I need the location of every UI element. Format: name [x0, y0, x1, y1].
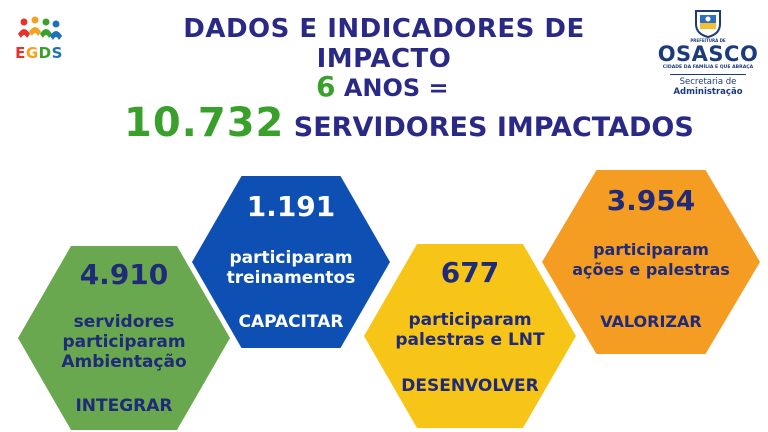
indicator-line: servidores: [73, 312, 175, 332]
egds-letter-d: D: [38, 44, 52, 62]
indicator-line: ações e palestras: [572, 260, 730, 279]
indicator-action: DESENVOLVER: [401, 376, 539, 396]
page-title: DADOS E INDICADORES DE IMPACTO: [183, 14, 585, 74]
egds-letter-s: S: [51, 44, 63, 62]
indicator-value: 1.191: [246, 190, 336, 223]
egds-logo-figures-icon: [18, 16, 62, 40]
osasco-secretaria: Secretaria de: [679, 77, 737, 87]
osasco-logo: PREFEITURA DE OSASCO CIDADE DA FAMÍLIA E…: [656, 8, 760, 97]
egds-logo: EGDS: [10, 44, 68, 62]
total-text: SERVIDORES IMPACTADOS: [293, 112, 694, 143]
indicator-line: treinamentos: [226, 268, 356, 288]
indicator-desenvolver: 677 participaram palestras e LNT DESENVO…: [364, 244, 576, 428]
osasco-prefeitura: PREFEITURA DE: [690, 38, 726, 43]
total-line: 10.732 SERVIDORES IMPACTADOS: [124, 100, 694, 146]
indicator-line: participaram: [593, 240, 709, 259]
indicator-line: participaram: [408, 310, 532, 330]
indicator-description: servidores participaram Ambientação: [18, 312, 230, 372]
indicator-line: participaram: [229, 248, 353, 268]
indicator-line: Ambientação: [61, 352, 187, 372]
indicator-value: 3.954: [606, 184, 696, 217]
indicator-line: palestras e LNT: [395, 330, 545, 350]
indicator-description: participaram ações e palestras: [542, 240, 760, 280]
total-number: 10.732: [124, 100, 285, 146]
indicator-value: 4.910: [79, 258, 169, 291]
indicator-action: INTEGRAR: [75, 396, 173, 416]
osasco-crest-icon: [695, 10, 721, 38]
indicator-action: VALORIZAR: [600, 312, 702, 331]
years-line: 6 ANOS =: [316, 70, 449, 103]
osasco-divider: [670, 74, 746, 75]
indicator-capacitar: 1.191 participaram treinamentos CAPACITA…: [192, 176, 390, 348]
years-number: 6: [316, 70, 336, 103]
indicator-description: participaram palestras e LNT: [364, 310, 576, 350]
years-text: ANOS =: [343, 74, 449, 102]
indicator-valorizar: 3.954 participaram ações e palestras VAL…: [542, 170, 760, 354]
indicator-line: participaram: [62, 332, 186, 352]
osasco-administracao: Administração: [673, 87, 743, 97]
egds-letter-g: G: [25, 44, 39, 62]
indicator-action: CAPACITAR: [238, 312, 344, 332]
egds-letter-e: E: [15, 44, 26, 62]
indicator-description: participaram treinamentos: [192, 248, 390, 288]
osasco-name: OSASCO: [657, 42, 759, 66]
osasco-tagline: CIDADE DA FAMÍLIA E QUE ABRAÇA: [662, 65, 754, 70]
indicator-value: 677: [440, 256, 500, 289]
indicator-integrar: 4.910 servidores participaram Ambientaçã…: [18, 246, 230, 430]
